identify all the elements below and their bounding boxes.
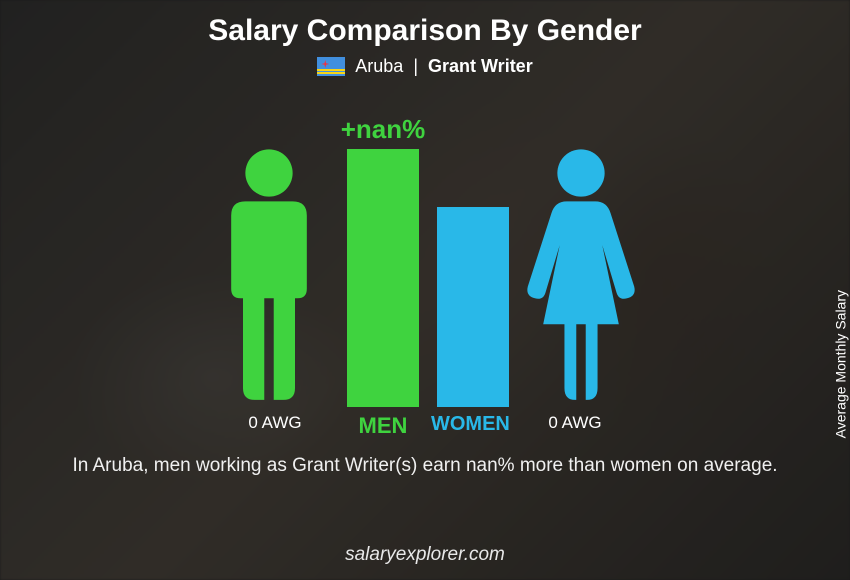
female-icon — [521, 147, 641, 407]
men-salary-value: 0 AWG — [215, 413, 335, 439]
women-bar-col — [437, 207, 509, 407]
aruba-flag-icon — [317, 57, 345, 76]
men-bar-col: +nan% — [341, 114, 426, 407]
page-title: Salary Comparison By Gender — [208, 14, 641, 48]
women-bar — [437, 207, 509, 407]
summary-text: In Aruba, men working as Grant Writer(s)… — [72, 453, 777, 480]
y-axis-label: Average Monthly Salary — [832, 290, 848, 438]
subtitle-row: Aruba | Grant Writer — [317, 56, 532, 77]
divider: | — [413, 56, 418, 77]
labels-row: 0 AWG MEN WOMEN 0 AWG — [145, 413, 705, 439]
footer-source: salaryexplorer.com — [0, 544, 850, 566]
country-label: Aruba — [355, 56, 403, 77]
male-icon-col — [209, 147, 329, 407]
men-bar — [347, 149, 419, 407]
women-salary-value: 0 AWG — [515, 413, 635, 439]
male-icon — [209, 147, 329, 407]
infographic-container: Salary Comparison By Gender Aruba | Gran… — [0, 0, 850, 580]
female-icon-col — [521, 147, 641, 407]
chart-area: +nan% — [145, 87, 705, 407]
women-label: WOMEN — [431, 413, 503, 439]
men-label: MEN — [347, 413, 419, 439]
job-title: Grant Writer — [428, 56, 533, 77]
percent-label: +nan% — [341, 114, 426, 145]
